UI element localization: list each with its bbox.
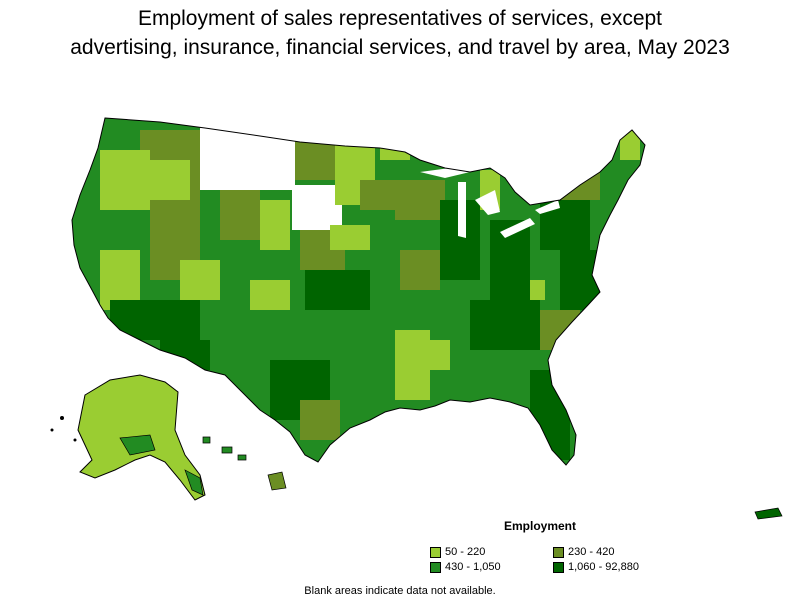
legend-swatch-2 <box>553 546 564 558</box>
legend-swatch-1 <box>430 546 441 558</box>
legend-label-3: 430 - 1,050 <box>445 561 501 573</box>
legend-label-1: 50 - 220 <box>445 546 486 558</box>
map-title: Employment of sales representatives of s… <box>0 4 800 62</box>
footnote: Blank areas indicate data not available. <box>304 585 496 597</box>
alaska <box>50 374 206 501</box>
legend-item-4: 1,060 - 92,880 <box>553 561 639 573</box>
legend-item-2: 230 - 420 <box>553 546 614 558</box>
legend-swatch-3 <box>430 561 441 573</box>
puerto-rico <box>754 507 783 520</box>
legend-item-3: 430 - 1,050 <box>430 561 501 573</box>
title-line-1: Employment of sales representatives of s… <box>137 7 663 30</box>
hawaii <box>202 436 287 491</box>
legend-label-4: 1,060 - 92,880 <box>568 561 639 573</box>
us-outline <box>71 117 646 466</box>
title-line-2: advertising, insurance, financial servic… <box>70 36 730 59</box>
legend-swatch-4 <box>553 561 564 573</box>
legend-title: Employment <box>504 519 577 533</box>
legend-label-2: 230 - 420 <box>568 546 615 558</box>
legend-item-1: 50 - 220 <box>430 546 485 558</box>
